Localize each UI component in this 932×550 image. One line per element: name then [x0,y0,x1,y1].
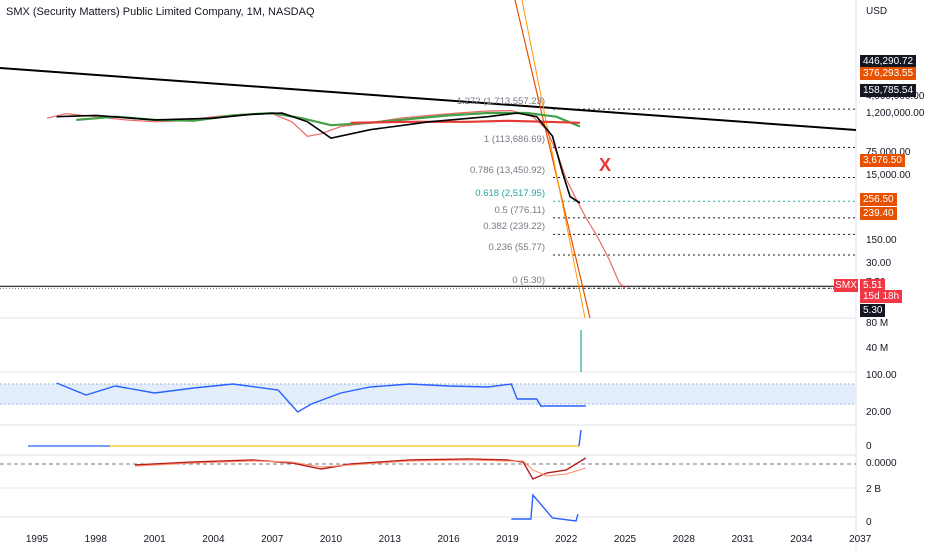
fib-level-label-3: 0.618 (2,517.95) [475,188,545,200]
x-annotation: X [599,155,612,175]
fib-level-label-6: 0.236 (55.77) [488,241,545,253]
x-tick-label-9: 2022 [555,534,578,545]
panel3-spike [578,429,582,447]
x-tick-label-13: 2034 [790,534,813,545]
volume-scale-label-0: 80 M [866,318,889,329]
panel5-series [511,493,579,522]
price-tag-7: 15d 18h [860,290,903,303]
x-tick-label-0: 1995 [25,534,49,545]
panel5-scale-label-0: 2 B [866,484,882,495]
x-tick-label-5: 2010 [319,534,343,545]
price-tag-0: 446,290.72 [860,55,917,68]
x-tick-label-2: 2001 [143,534,166,545]
x-tick-label-8: 2019 [496,534,519,545]
fib-level-label-7: 0 (5.30) [512,275,545,287]
rsi-series [56,382,586,413]
rsi-band [0,384,856,404]
x-tick-label-7: 2016 [437,534,460,545]
fib-level-label-0: 1.272 (1,713,557.23) [456,96,545,108]
price-tag-8: 5.30 [860,304,886,317]
x-tick-label-1: 1998 [84,534,107,545]
fan-line-1 [514,0,591,319]
price-tick-label-3: 15,000.00 [866,170,911,182]
x-tick-label-11: 2028 [672,534,695,545]
volume-scale-label-1: 40 M [866,343,889,354]
panel5-scale-label-1: 0 [866,517,872,528]
price-tick-label-6: 30.00 [866,257,892,269]
fib-level-label-4: 0.5 (776.11) [494,204,545,216]
x-tick-label-14: 2037 [849,534,872,545]
fan-line-2 [521,0,586,319]
currency-label: USD [866,6,888,17]
panel4-orange-series [134,459,586,477]
x-tick-label-4: 2007 [261,534,284,545]
price-tag-6: 5.51 [860,279,886,292]
rsi-scale-label-0: 100.00 [866,370,897,381]
chart-title: SMX (Security Matters) Public Limited Co… [6,6,315,18]
panel3-scale-label: 0 [866,441,872,452]
price-tag-1: 376,293.55 [860,67,917,80]
red-ma-series [350,119,580,124]
symbol-tag: SMX [834,279,858,292]
price-tag-3: 3,676.50 [860,154,905,167]
x-tick-label-10: 2025 [613,534,637,545]
fib-level-label-5: 0.382 (239.22) [483,221,545,233]
x-tick-label-3: 2004 [202,534,225,545]
price-tick-label-2: 75,000.00 [866,147,911,159]
trendline [0,67,857,131]
fib-level-label-2: 0.786 (13,450.92) [469,164,545,176]
price-tag-5: 239.40 [860,207,897,220]
price-tag-2: 158,785.54 [860,84,917,97]
black-ma-series [56,112,581,204]
price-tick-label-5: 150.00 [866,235,897,247]
panel4-scale-label: 0.0000 [866,458,897,469]
rsi-scale-label-1: 20.00 [866,407,892,418]
panel4-red-series [134,457,587,480]
price-tag-4: 256.50 [860,193,897,206]
x-tick-label-12: 2031 [731,534,754,545]
price-tick-label-1: 1,200,000.00 [866,108,925,120]
x-tick-label-6: 2013 [378,534,401,545]
fib-level-label-1: 1 (113,686.69) [483,134,545,146]
